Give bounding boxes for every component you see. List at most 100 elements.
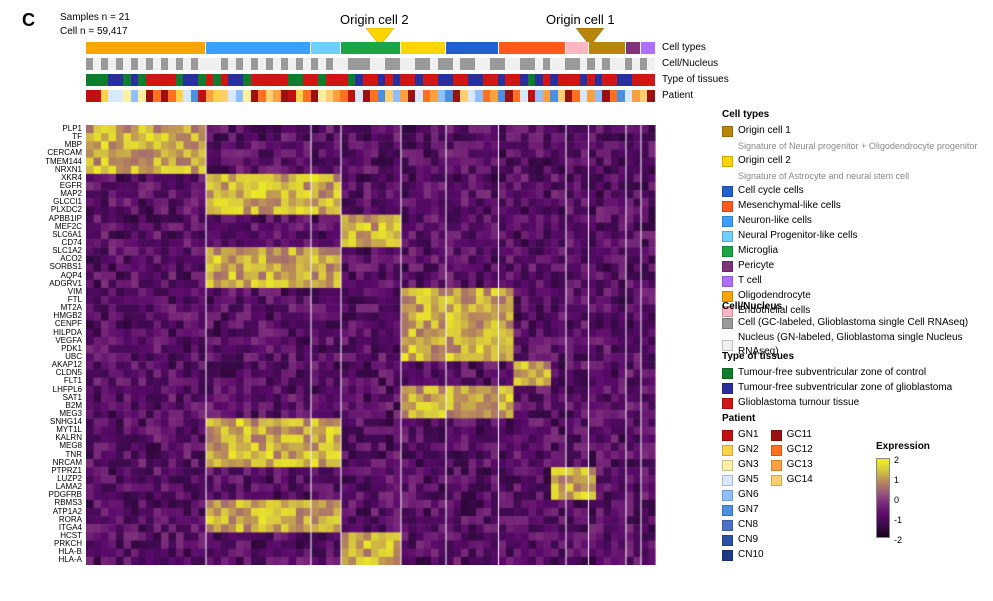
legend-label: Cell (GC-labeled, Glioblastoma single Ce… (738, 316, 968, 330)
legend-item: Neural Progenitor-like cells (722, 229, 982, 243)
track-label-celltypes: Cell types (662, 42, 706, 53)
legend-item: GC13 (771, 458, 813, 472)
legend-expression: Expression 210-1-2 (876, 440, 930, 538)
legend-label: Tumour-free subventricular zone of gliob… (738, 381, 952, 395)
legend-item: GN6 (722, 488, 759, 502)
legend-swatch (722, 216, 733, 227)
legend-swatch (722, 475, 733, 486)
legend-celltypes-title: Cell types (722, 108, 982, 122)
legend-item: GC14 (771, 473, 813, 487)
legend-label: CN8 (738, 518, 758, 532)
legend-swatch (722, 490, 733, 501)
legend-label: Cell cycle cells (738, 184, 804, 198)
legend-item: Cell (GC-labeled, Glioblastoma single Ce… (722, 316, 982, 330)
legend-swatch (722, 126, 733, 137)
heatmap (86, 125, 656, 565)
legend-item: Cell cycle cells (722, 184, 982, 198)
legend-item: Mesenchymal-like cells (722, 199, 982, 213)
legend-label: Origin cell 2 (738, 154, 791, 168)
legend-sublabel: Signature of Astrocyte and neural stem c… (738, 169, 982, 183)
legend-swatch (722, 318, 733, 329)
legend-swatch (722, 383, 733, 394)
legend-label: GN3 (738, 458, 759, 472)
legend-swatch (722, 460, 733, 471)
legend-label: CN9 (738, 533, 758, 547)
legend-swatch (722, 201, 733, 212)
track-cellnuc (86, 58, 656, 70)
legend-tissue-title: Type of tissues (722, 350, 982, 364)
legend-label: GC13 (787, 458, 813, 472)
track-tissue (86, 74, 656, 86)
legend-item: CN10 (722, 548, 764, 562)
legend-label: CN10 (738, 548, 764, 562)
panel-letter: C (22, 10, 35, 31)
legend-label: Neuron-like cells (738, 214, 812, 228)
expression-tick: -2 (894, 533, 902, 547)
legend-patient: Patient GN1GN2GN3GN5GN6GN7GC11GC12GC13GC… (722, 412, 852, 563)
legend-item: GN7 (722, 503, 759, 517)
legend-label: GC11 (787, 428, 812, 442)
legend-label: GN7 (738, 503, 759, 517)
origin1-label: Origin cell 1 (546, 12, 615, 27)
legend-item: Origin cell 1 (722, 124, 982, 138)
legend-swatch (722, 505, 733, 516)
legend-swatch (722, 398, 733, 409)
legend-item: GN2 (722, 443, 759, 457)
expression-tick: 2 (894, 453, 899, 467)
expression-tick: 0 (894, 493, 899, 507)
legend-item: Glioblastoma tumour tissue (722, 396, 982, 410)
legend-item: Pericyte (722, 259, 982, 273)
legend-item: CN9 (722, 533, 764, 547)
legend-label: Microglia (738, 244, 778, 258)
legend-label: Tumour-free subventricular zone of contr… (738, 366, 926, 380)
legend-item: GC11 (771, 428, 813, 442)
legend-item: GC12 (771, 443, 813, 457)
legend-label: GC12 (787, 443, 813, 457)
gene-label: HLA-A (36, 556, 82, 564)
legend-swatch (722, 156, 733, 167)
legend-celltypes: Cell types Origin cell 1Signature of Neu… (722, 108, 982, 319)
legend-swatch (771, 430, 782, 441)
legend-swatch (722, 340, 733, 351)
legend-swatch (722, 368, 733, 379)
legend-item: Neuron-like cells (722, 214, 982, 228)
legend-item: CN8 (722, 518, 764, 532)
legend-item: T cell (722, 274, 982, 288)
legend-label: GN6 (738, 488, 759, 502)
track-label-patient: Patient (662, 90, 693, 101)
legend-label: T cell (738, 274, 762, 288)
meta-samples: Samples n = 21 (60, 12, 130, 23)
legend-label: GN2 (738, 443, 759, 457)
legend-label: Pericyte (738, 259, 774, 273)
legend-label: GN5 (738, 473, 759, 487)
expression-tick: 1 (894, 473, 899, 487)
legend-item: GN5 (722, 473, 759, 487)
legend-sublabel: Signature of Neural progenitor + Oligode… (738, 139, 982, 153)
legend-label: GC14 (787, 473, 813, 487)
legend-item: Microglia (722, 244, 982, 258)
legend-swatch (722, 430, 733, 441)
legend-expression-title: Expression (876, 440, 930, 454)
legend-swatch (722, 550, 733, 561)
expression-tick: -1 (894, 513, 902, 527)
track-celltypes (86, 42, 656, 54)
meta-cells: Cell n = 59,417 (60, 26, 128, 37)
legend-swatch (722, 445, 733, 456)
legend-label: Origin cell 1 (738, 124, 791, 138)
legend-item: Tumour-free subventricular zone of gliob… (722, 381, 982, 395)
legend-item: Tumour-free subventricular zone of contr… (722, 366, 982, 380)
legend-swatch (771, 445, 782, 456)
track-label-tissue: Type of tissues (662, 74, 729, 85)
legend-swatch (722, 246, 733, 257)
legend-swatch (771, 460, 782, 471)
track-patient (86, 90, 656, 102)
legend-swatch (722, 186, 733, 197)
legend-label: Neural Progenitor-like cells (738, 229, 858, 243)
origin2-label: Origin cell 2 (340, 12, 409, 27)
legend-label: GN1 (738, 428, 759, 442)
legend-swatch (722, 520, 733, 531)
legend-swatch (771, 475, 782, 486)
legend-swatch (722, 231, 733, 242)
track-label-cellnuc: Cell/Nucleus (662, 58, 718, 69)
legend-label: Glioblastoma tumour tissue (738, 396, 859, 410)
